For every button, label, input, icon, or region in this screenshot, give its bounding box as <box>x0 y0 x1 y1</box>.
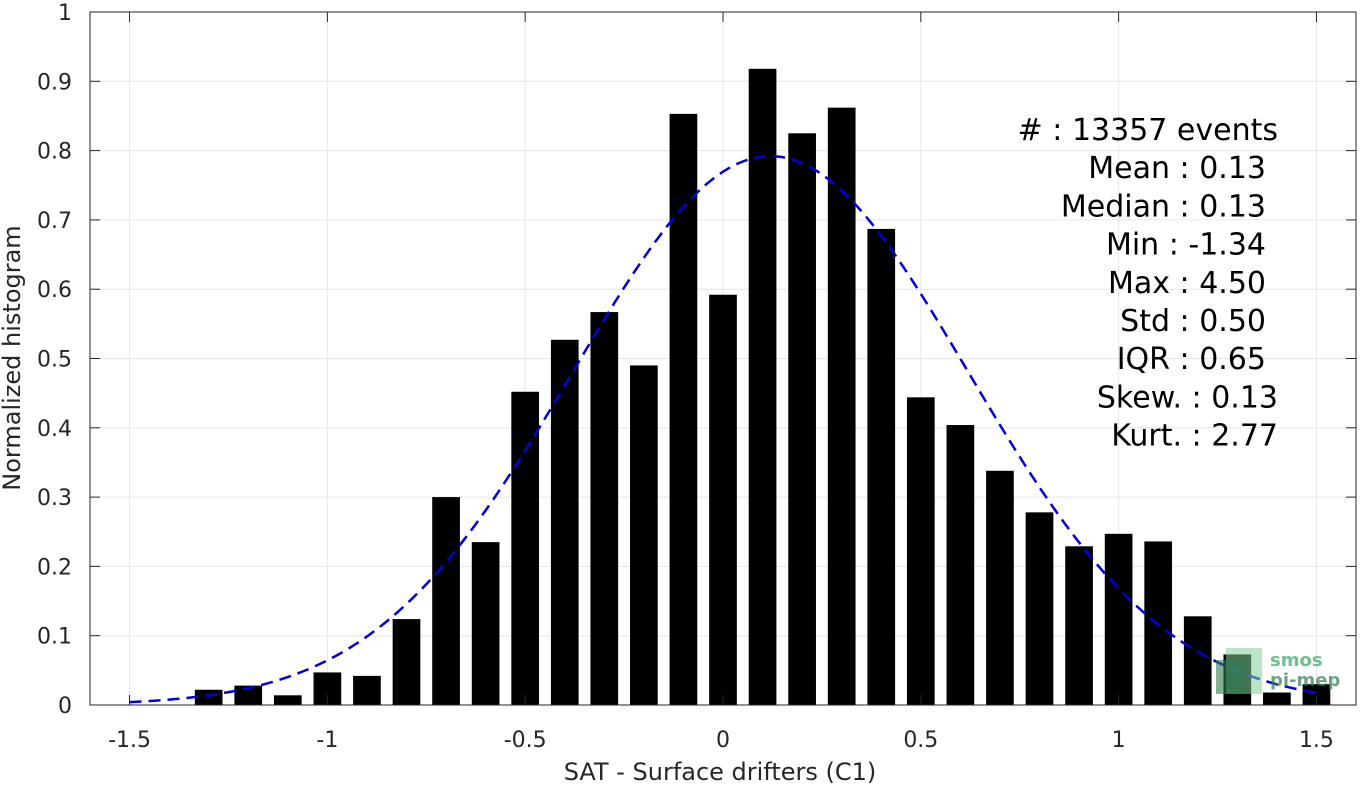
x-tick-label: 0.5 <box>903 728 938 753</box>
histogram-bar <box>630 365 658 705</box>
histogram-bar <box>590 312 619 705</box>
histogram-bar <box>827 107 856 705</box>
stat-line: IQR : 0.65 <box>1117 342 1266 377</box>
histogram-bar <box>432 497 460 705</box>
stat-line: Max : 4.50 <box>1108 266 1266 301</box>
histogram-bar <box>550 339 579 705</box>
histogram-bar <box>1065 546 1093 705</box>
logo-text-pimep: pi-mep <box>1270 670 1340 691</box>
histogram-bar <box>748 68 777 706</box>
y-tick-label: 0.9 <box>37 70 72 95</box>
y-tick-label: 0.1 <box>37 625 72 650</box>
histogram-bar <box>669 113 698 706</box>
y-tick-label: 0.2 <box>37 555 72 580</box>
stat-line: Std : 0.50 <box>1120 304 1266 339</box>
stat-line: Mean : 0.13 <box>1088 151 1266 186</box>
x-tick-label: 1.5 <box>1299 728 1334 753</box>
histogram-bar <box>353 675 381 705</box>
x-tick-label: -0.5 <box>504 728 547 753</box>
logo: smos pi-mep <box>1216 648 1340 694</box>
stat-line: # : 13357 events <box>1018 113 1278 148</box>
histogram-bar <box>471 542 500 705</box>
y-tick-label: 0.3 <box>37 486 72 511</box>
x-tick-label: 1 <box>1112 728 1126 753</box>
histogram-bar <box>273 695 302 705</box>
histogram-bar <box>788 133 816 705</box>
histogram-bar <box>1104 533 1133 705</box>
fit-layer <box>129 154 1317 704</box>
y-axis-title: Normalized histogram <box>0 225 26 490</box>
histogram-bar <box>392 619 421 705</box>
logo-text-smos: smos <box>1270 650 1323 671</box>
histogram-bar <box>709 294 737 705</box>
histogram-bar <box>1302 684 1331 705</box>
histogram-bar <box>511 391 540 705</box>
stat-line: Skew. : 0.13 <box>1097 380 1278 415</box>
histogram-bar <box>986 470 1014 705</box>
histogram-bar <box>194 689 223 705</box>
y-tick-label: 0.4 <box>37 417 72 442</box>
histogram-bar <box>1025 512 1054 705</box>
y-tick-label: 0.5 <box>37 348 72 373</box>
x-tick-label: -1.5 <box>108 728 151 753</box>
stat-line: Kurt. : 2.77 <box>1111 419 1278 454</box>
x-axis-title: SAT - Surface drifters (C1) <box>564 758 877 785</box>
histogram-bar <box>234 685 263 705</box>
axes-layer <box>89 11 1357 706</box>
histogram-bar <box>1183 616 1212 705</box>
bars-layer <box>194 68 1331 706</box>
x-tick-label: 0 <box>716 728 730 753</box>
histogram-bar <box>1263 692 1291 705</box>
y-tick-label: 0.6 <box>37 278 72 303</box>
y-tick-label: 0 <box>58 694 72 719</box>
stat-line: Median : 0.13 <box>1061 189 1266 224</box>
histogram-bar <box>867 228 896 705</box>
gaussian-fit-curve <box>129 154 1317 704</box>
stat-line: Min : -1.34 <box>1106 228 1266 263</box>
histogram-bar <box>946 425 975 705</box>
y-tick-label: 1 <box>58 1 72 26</box>
tick-labels: -1.5 -1 -0.5 0 0.5 1 1.5 0 0.1 0.2 0.3 0.4 0.5 0.6 0.7… <box>37 1 1334 753</box>
histogram-bar <box>906 397 935 705</box>
logo-mark-front <box>1216 660 1246 694</box>
y-tick-label: 0.7 <box>37 209 72 234</box>
x-tick-label: -1 <box>316 728 338 753</box>
y-tick-label: 0.8 <box>37 140 72 165</box>
